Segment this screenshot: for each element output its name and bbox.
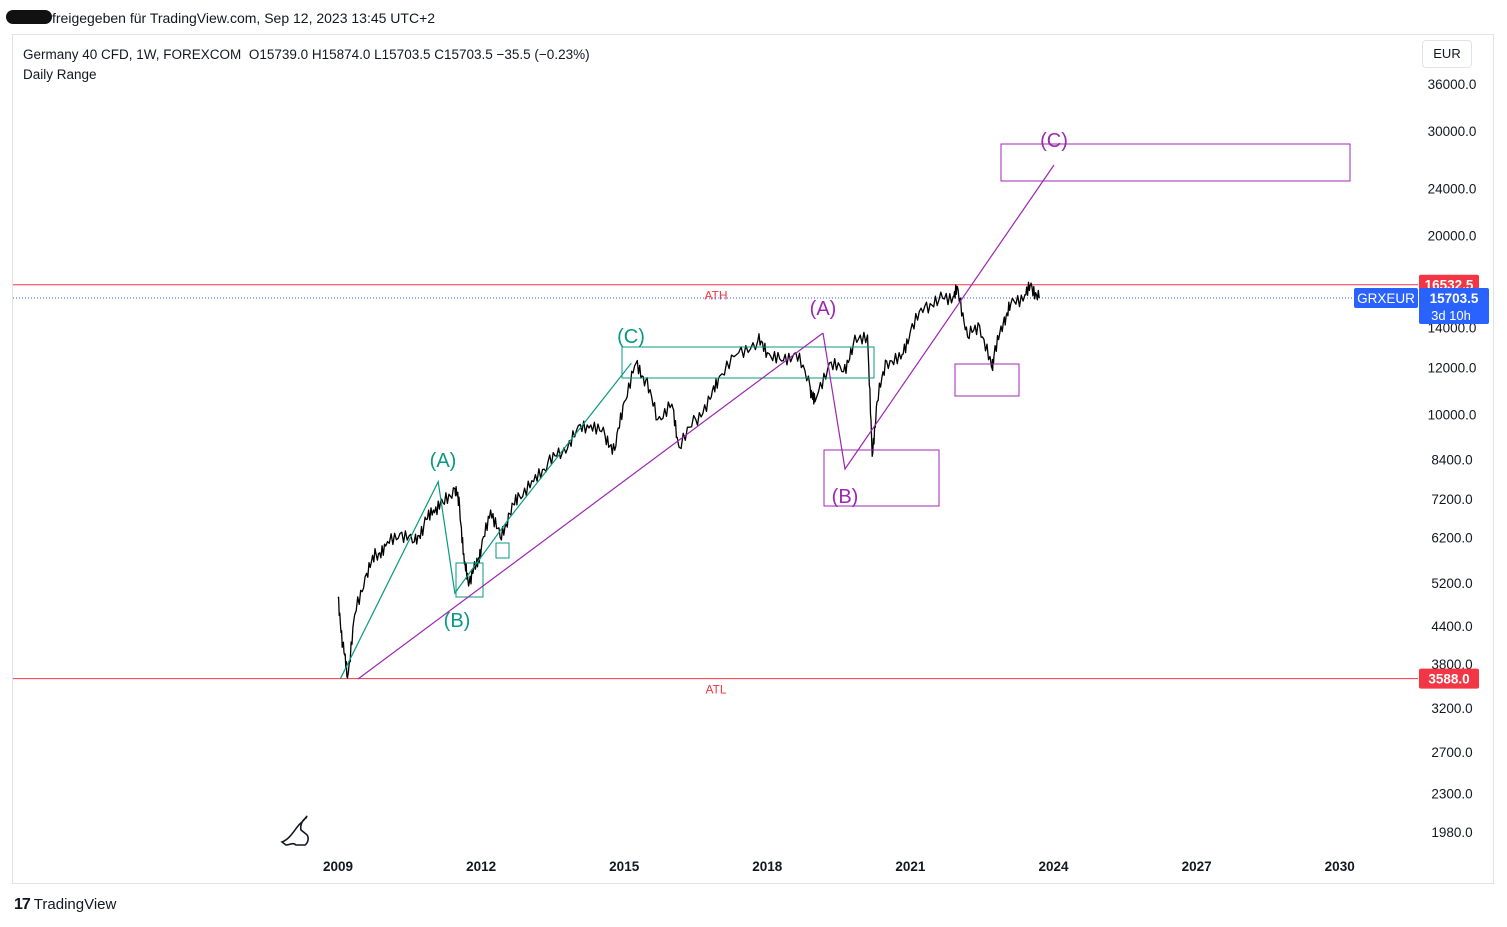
- horizontal-line-label: ATH: [704, 289, 727, 303]
- legend-symbol[interactable]: Germany 40 CFD, 1W, FOREXCOM: [23, 47, 242, 62]
- x-tick-label: 2015: [609, 859, 640, 874]
- y-tick-label: 4400.0: [1431, 619, 1472, 634]
- tradingview-logo[interactable]: 17 TradingView: [14, 896, 116, 914]
- symbol-tag[interactable]: [1354, 287, 1418, 308]
- y-tick-label: 5200.0: [1431, 576, 1472, 591]
- currency-button[interactable]: EUR: [1422, 40, 1472, 68]
- green-zone-box[interactable]: [455, 562, 484, 598]
- last-price-tag: [1419, 287, 1489, 324]
- y-tick-label: 8400.0: [1431, 452, 1472, 467]
- x-tick-label: 2009: [323, 859, 353, 874]
- green-zone-box[interactable]: [621, 346, 875, 379]
- green-wave-label-c: (C): [617, 326, 645, 348]
- price-tag-value: 3588.0: [1428, 672, 1469, 687]
- purple-wave-path[interactable]: [822, 164, 1055, 471]
- purple-trendline[interactable]: [357, 332, 824, 680]
- green-wave-label-b: (B): [444, 610, 471, 632]
- purple-zone-box[interactable]: [823, 449, 940, 507]
- x-tick-label: 2018: [752, 859, 783, 874]
- y-tick-label: 10000.0: [1428, 407, 1477, 422]
- y-tick-label: 20000.0: [1428, 229, 1477, 244]
- y-tick-label: 7200.0: [1431, 492, 1472, 507]
- legend-indicator[interactable]: Daily Range: [23, 67, 97, 82]
- y-tick-label: 2700.0: [1431, 745, 1472, 760]
- chart-frame[interactable]: [12, 34, 1494, 884]
- brand-name: TradingView: [33, 896, 117, 913]
- y-tick-label: 3800.0: [1431, 657, 1472, 672]
- legend-line-1: Germany 40 CFD, 1W, FOREXCOM O15739.0 H1…: [23, 45, 590, 65]
- green-wave-label-a: (A): [430, 450, 457, 472]
- y-tick-label: 14000.0: [1428, 321, 1477, 336]
- x-tick-label: 2012: [466, 859, 496, 874]
- green-zone-box[interactable]: [495, 542, 510, 559]
- symbol-tag-label: GRXEUR: [1357, 291, 1415, 306]
- top-bar: freigegeben für TradingView.com, Sep 12,…: [0, 0, 1507, 34]
- y-tick-label: 3200.0: [1431, 701, 1472, 716]
- green-wave-path[interactable]: [339, 362, 632, 679]
- legend-ohlc: O15739.0 H15874.0 L15703.5 C15703.5 −35.…: [248, 47, 590, 62]
- x-tick-label: 2024: [1038, 859, 1069, 874]
- purple-wave-label-c: (C): [1040, 130, 1068, 152]
- y-tick-label: 36000.0: [1428, 77, 1477, 92]
- purple-target-box[interactable]: [1000, 143, 1351, 182]
- redacted-username: [6, 10, 52, 24]
- x-tick-label: 2021: [895, 859, 926, 874]
- y-tick-label: 30000.0: [1428, 124, 1477, 139]
- y-tick-label: 2300.0: [1431, 786, 1472, 801]
- purple-wave-label-a: (A): [810, 298, 837, 320]
- horizontal-line-label: ATL: [705, 683, 726, 697]
- purple-zone-box[interactable]: [954, 363, 1020, 397]
- bar-countdown: 3d 10h: [1431, 308, 1471, 323]
- share-caption: freigegeben für TradingView.com, Sep 12,…: [52, 10, 436, 26]
- x-tick-label: 2030: [1325, 859, 1355, 874]
- purple-wave-label-b: (B): [832, 486, 859, 508]
- price-tag-atl: [1419, 668, 1479, 689]
- y-tick-label: 12000.0: [1428, 360, 1477, 375]
- y-tick-label: 6200.0: [1431, 531, 1472, 546]
- chart-legend: Germany 40 CFD, 1W, FOREXCOM O15739.0 H1…: [23, 45, 590, 85]
- tradingview-logo-icon: 17: [14, 896, 31, 913]
- price-series-line[interactable]: [337, 281, 1040, 679]
- dinosaur-icon: [280, 815, 309, 846]
- last-price-value: 15703.5: [1430, 291, 1479, 306]
- y-tick-label: 1980.0: [1431, 825, 1472, 840]
- y-tick-label: 24000.0: [1428, 182, 1477, 197]
- x-tick-label: 2027: [1182, 859, 1212, 874]
